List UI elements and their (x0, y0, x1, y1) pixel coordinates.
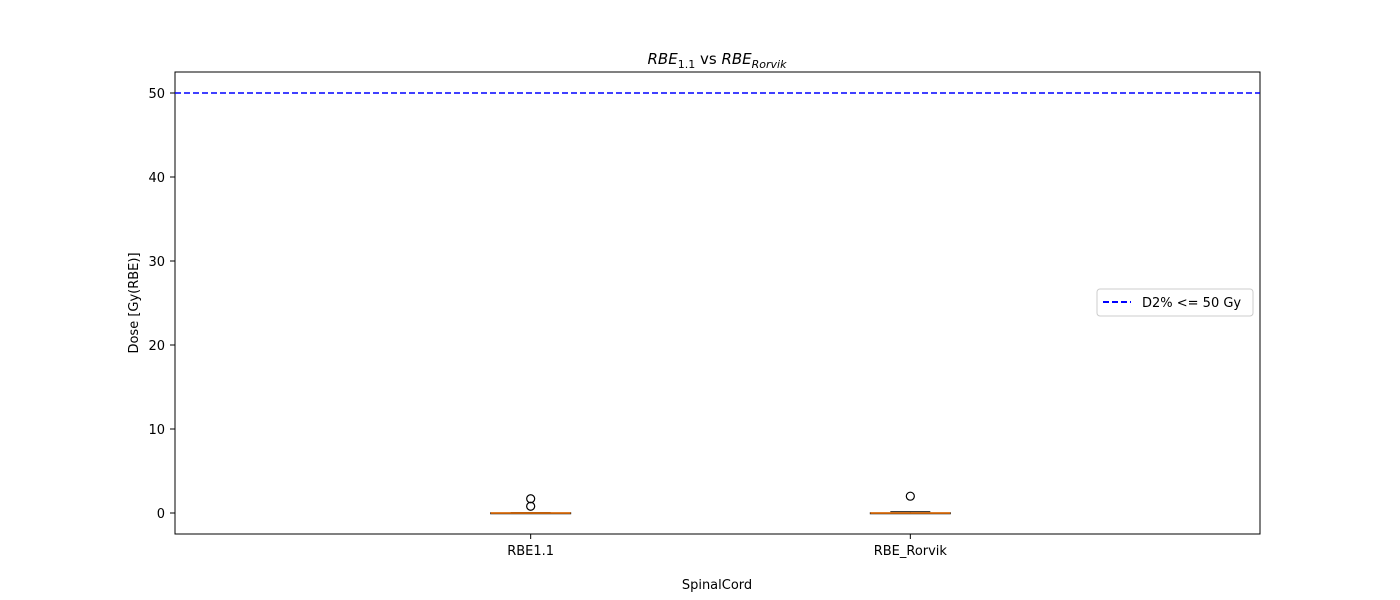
outlier-point (905, 491, 915, 501)
x-axis-label: SpinalCord (682, 578, 752, 593)
y-tick-label: 20 (148, 339, 165, 354)
title-rbe-2: RBE (721, 50, 752, 68)
y-tick-label: 40 (148, 171, 165, 186)
y-axis-label: Dose [Gy(RBE)] (127, 252, 142, 353)
title-subscript-1: 1.1 (678, 58, 696, 71)
y-axis-ticks: 0 10 20 30 40 50 (148, 87, 175, 522)
plot-frame (174, 71, 1261, 535)
title-rbe-1: RBE (648, 50, 679, 68)
legend: D2% <= 50 Gy (1096, 288, 1254, 317)
chart-title: RBE1.1 vs RBERorvik (648, 50, 788, 71)
box-RBE1.1 (490, 494, 572, 515)
outlier-point (526, 494, 536, 504)
y-tick-label: 30 (148, 255, 165, 270)
x-tick-label: RBE_Rorvik (874, 544, 948, 559)
x-axis-ticks: RBE1.1 RBE_Rorvik (507, 534, 947, 559)
x-tick-label: RBE1.1 (507, 544, 554, 559)
outlier-point (526, 501, 536, 511)
title-vs: vs (695, 50, 721, 68)
box-RBE_Rorvik (869, 491, 951, 515)
legend-label: D2% <= 50 Gy (1142, 296, 1241, 311)
y-tick-label: 0 (157, 507, 165, 522)
y-tick-label: 50 (148, 87, 165, 102)
box-layer (490, 491, 951, 515)
title-subscript-2: Rorvik (752, 58, 787, 71)
legend-box (1096, 288, 1254, 317)
y-tick-label: 10 (148, 423, 165, 438)
